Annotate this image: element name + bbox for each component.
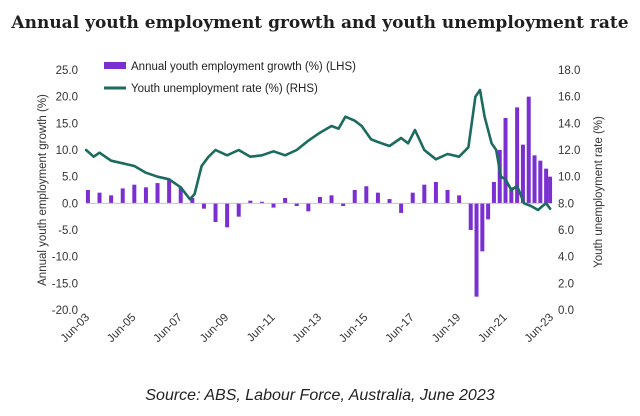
right-tick-label: 4.0 [558,252,574,264]
right-tick-label: 8.0 [558,198,574,210]
employment-growth-bar [364,186,369,204]
right-tick-label: 0.0 [558,305,574,317]
employment-growth-bar [155,183,160,204]
employment-growth-bar [375,192,380,204]
left-tick-label: 20.0 [56,92,78,104]
employment-growth-bar [544,168,549,204]
employment-growth-bar [410,192,415,204]
employment-growth-bar [520,144,525,204]
employment-growth-bar [457,195,462,204]
employment-growth-bar [132,184,137,204]
employment-growth-bar [236,203,241,217]
employment-growth-bar [526,96,531,204]
bar-series [85,96,553,297]
employment-growth-bar [167,179,172,204]
left-tick-label: 10.0 [56,145,78,157]
left-tick-label: 5.0 [62,172,78,184]
employment-growth-bar [190,198,195,204]
left-tick-label: -5.0 [58,225,78,237]
x-tick-label: Jun-17 [384,312,417,345]
left-tick-label: 0.0 [62,198,78,210]
employment-growth-bar [387,199,392,204]
employment-growth-bar [120,188,125,204]
employment-growth-bar [201,203,206,209]
employment-growth-bar [468,203,473,230]
left-tick-label: 25.0 [56,65,78,77]
right-tick-label: 16.0 [558,92,580,104]
employment-growth-bar [271,203,276,208]
right-tick-label: 12.0 [558,145,580,157]
employment-growth-bar [399,203,404,213]
chart-title: Annual youth employment growth and youth… [10,13,628,33]
right-axis-label: Youth unemployment rate (%) [593,116,605,268]
employment-growth-bar [491,182,496,204]
legend-label-line: Youth unemployment rate (%) (RHS) [131,83,318,95]
employment-growth-bar [248,200,253,204]
employment-growth-bar [85,190,90,204]
x-tick-label: Jun-23 [523,312,556,345]
employment-growth-bar [486,203,491,220]
x-tick-label: Jun-05 [105,312,138,345]
right-tick-label: 14.0 [558,118,580,130]
x-tick-label: Jun-09 [198,312,231,345]
employment-growth-bar [225,203,230,228]
x-axis-ticks: Jun-03 Jun-05 Jun-07 Jun-09 Jun-11 Jun-13 Jun-… [59,312,556,345]
x-tick-label: Jun-07 [152,312,185,345]
legend-swatch-bars [104,62,126,69]
employment-growth-bar [509,187,514,204]
employment-growth-bar [317,196,322,204]
employment-growth-bar [515,107,520,204]
employment-growth-bar [178,187,183,204]
employment-growth-bar [97,192,102,204]
employment-growth-bar [143,187,148,204]
employment-growth-bar [422,184,427,204]
employment-growth-bar [341,203,346,206]
unemployment-rate-line [84,88,552,212]
employment-growth-bar [538,160,543,204]
employment-growth-bar [480,203,485,252]
x-tick-label: Jun-11 [245,312,278,345]
employment-growth-bar [352,190,357,204]
employment-growth-bar [474,203,479,297]
left-axis-label: Annual youth employment growth (%) [37,94,49,286]
x-tick-label: Jun-13 [291,312,324,345]
legend-label-bars: Annual youth employment growth (%) (LHS) [131,61,356,73]
employment-growth-bar [213,203,218,222]
left-tick-label: -10.0 [52,252,78,264]
left-tick-label: 15.0 [56,118,78,130]
right-tick-label: 6.0 [558,225,574,237]
right-tick-label: 2.0 [558,278,574,290]
left-axis-ticks: -20.0 -15.0 -10.0 -5.0 0.0 5.0 10.0 15.0 20.0 25.… [52,65,78,317]
employment-growth-bar [532,155,537,204]
right-tick-label: 10.0 [558,172,580,184]
right-axis-ticks: 0.0 2.0 4.0 6.0 8.0 10.0 12.0 14.0 16.0 18.0 [558,65,580,317]
x-tick-label: Jun-21 [476,312,509,345]
employment-growth-bar [445,190,450,204]
employment-growth-bar [306,203,311,212]
x-tick-label: Jun-15 [337,312,370,345]
x-tick-label: Jun-19 [430,312,463,345]
source-note: Source: ABS, Labour Force, Australia, Ju… [145,387,494,404]
employment-growth-bar [259,201,264,204]
right-tick-label: 18.0 [558,65,580,77]
employment-growth-bar [433,182,438,204]
employment-growth-bar [329,195,334,204]
employment-growth-bar [283,198,288,204]
employment-growth-bar [294,203,299,206]
left-tick-label: -20.0 [52,305,78,317]
left-tick-label: -15.0 [52,278,78,290]
employment-growth-bar [109,195,114,204]
employment-growth-bar [548,176,553,204]
employment-growth-bar [503,118,508,204]
legend: Annual youth employment growth (%) (LHS)… [104,61,356,95]
